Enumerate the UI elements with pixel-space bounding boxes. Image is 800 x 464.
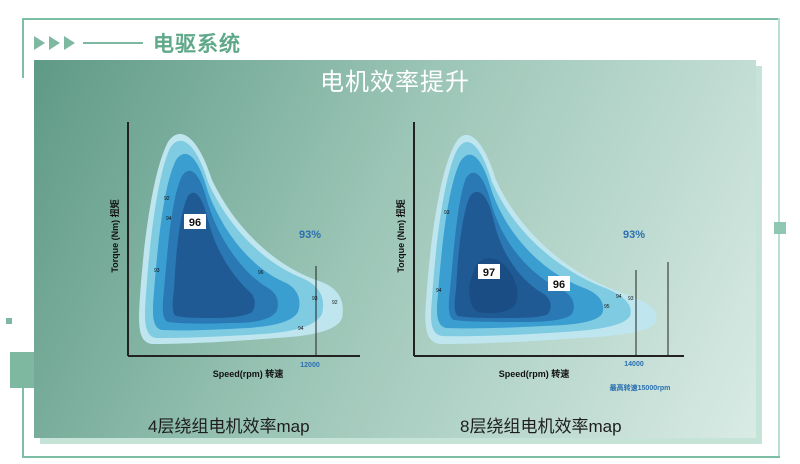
efficiency-map-8-layer: Torque (Nm) 扭矩 Speed(rpm) 转速 97 96 93 94… <box>395 122 684 392</box>
section-header: 电驱系统 <box>34 30 241 56</box>
peak-label: 97 <box>483 267 495 279</box>
x-axis-label: Speed(rpm) 转速 <box>499 368 570 379</box>
peak-label-box <box>184 214 206 229</box>
arrow-right-icon <box>49 36 60 50</box>
contour-label: 93 <box>312 296 318 302</box>
efficiency-93-label: 93% <box>299 229 321 241</box>
decorative-square-left <box>6 318 12 324</box>
caption-8-layer: 8层绕组电机效率map <box>460 417 622 436</box>
contour-label: 93 <box>154 268 160 274</box>
y-axis-label: Torque (Nm) 扭矩 <box>395 199 406 272</box>
speed-marker-label: 14000 <box>624 361 644 368</box>
arrow-right-icon <box>64 36 75 50</box>
contour-label: 96 <box>258 270 264 276</box>
caption-4-layer: 4层绕组电机效率map <box>148 417 310 436</box>
contour-label: 94 <box>298 326 304 332</box>
contour-label: 93 <box>444 210 450 216</box>
arrow-right-icon <box>34 36 45 50</box>
efficiency-93-label: 93% <box>623 229 645 241</box>
frame-bottom-line <box>22 456 780 458</box>
efficiency-panel: 电机效率提升 Torque (Nm) 扭矩 Speed(rpm) 转速 96 9… <box>34 60 756 438</box>
arrow-icons <box>34 36 75 50</box>
frame-left-line <box>22 18 24 78</box>
contour-label: 92 <box>332 300 338 306</box>
decorative-square-right <box>774 222 786 234</box>
peak-label-box <box>478 264 500 279</box>
panel-title: 电机效率提升 <box>320 69 470 96</box>
contour-label: 93 <box>628 296 634 302</box>
efficiency-map-4-layer: Torque (Nm) 扭矩 Speed(rpm) 转速 96 92 94 93… <box>109 122 360 379</box>
speed-marker-label: 12000 <box>300 362 320 369</box>
contour-label: 94 <box>616 294 622 300</box>
secondary-label: 96 <box>553 279 565 291</box>
x-axis-label: Speed(rpm) 转速 <box>213 368 284 379</box>
secondary-label-box <box>548 276 570 291</box>
contour-label: 94 <box>166 216 172 222</box>
contour-label: 94 <box>436 288 442 294</box>
section-title: 电驱系统 <box>153 33 241 56</box>
peak-label: 96 <box>189 217 201 229</box>
contour-label: 95 <box>604 304 610 310</box>
y-axis-label: Torque (Nm) 扭矩 <box>109 199 120 272</box>
max-speed-note: 最高转速15000rpm <box>610 383 671 392</box>
frame-top-line <box>22 18 780 20</box>
frame-right-line <box>778 18 780 458</box>
frame-left-lower-line <box>22 360 24 458</box>
contour-label: 92 <box>164 196 170 202</box>
header-divider <box>83 42 143 44</box>
